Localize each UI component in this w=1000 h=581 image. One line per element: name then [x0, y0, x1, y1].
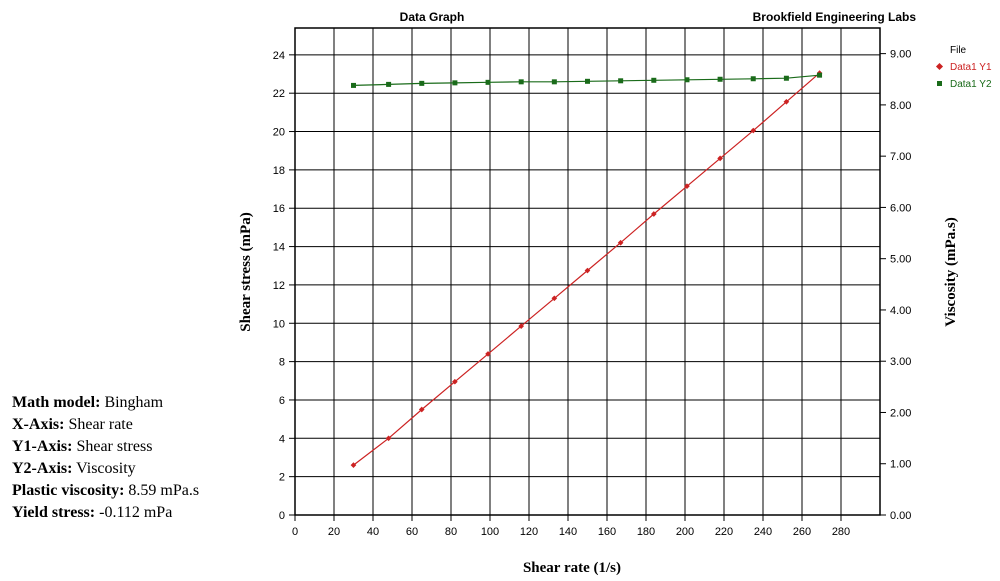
x-tick-label: 200 — [676, 526, 694, 538]
legend-entry-y1: Data1 Y1 — [950, 62, 992, 73]
y2-tick-label: 9.00 — [890, 49, 911, 61]
y1-tick-label: 12 — [273, 280, 285, 292]
y2-tick-label: 8.00 — [890, 100, 911, 112]
y1-axis-label: Shear stress (mPa) — [238, 212, 254, 331]
x-tick-label: 120 — [520, 526, 538, 538]
legend-marker-y2 — [937, 81, 942, 86]
series-2-point — [717, 76, 723, 82]
x-axis-line: X-Axis: Shear rate — [12, 414, 199, 436]
y2-axis-info-label: Y2-Axis: — [12, 460, 73, 477]
series-2-point — [684, 77, 690, 83]
y1-tick-label: 8 — [279, 357, 285, 369]
series-2-point — [452, 80, 458, 86]
legend: File Data1 Y1 Data1 Y2 — [935, 45, 992, 90]
series-1-point — [617, 239, 624, 246]
x-tick-label: 80 — [445, 526, 457, 538]
yield-stress-label: Yield stress: — [12, 504, 96, 521]
y1-axis-info-value: Shear stress — [72, 438, 153, 455]
y2-axis-label: Viscosity (mPa.s) — [943, 217, 959, 326]
chart-subtitle: Brookfield Engineering Labs — [753, 10, 917, 24]
x-tick-label: 240 — [754, 526, 772, 538]
y1-tick-label: 6 — [279, 395, 285, 407]
series-1-point — [418, 406, 425, 413]
x-tick-label: 40 — [367, 526, 379, 538]
plot-frame — [294, 27, 881, 516]
x-tick-label: 220 — [715, 526, 733, 538]
x-tick-label: 260 — [793, 526, 811, 538]
y2-axis-ticks: 0.00 1.00 2.00 3.00 4.00 5.00 6.00 7.00 8.00 9.00 — [880, 49, 911, 522]
series-2-point — [618, 78, 624, 84]
y2-axis-info-value: Viscosity — [72, 460, 136, 477]
y2-axis-line: Y2-Axis: Viscosity — [12, 458, 199, 480]
y1-tick-label: 20 — [273, 127, 285, 139]
math-model-value: Bingham — [100, 394, 164, 411]
y1-tick-label: 2 — [279, 472, 285, 484]
y1-tick-label: 0 — [279, 510, 285, 522]
y1-tick-label: 24 — [273, 50, 285, 62]
x-tick-label: 20 — [328, 526, 340, 538]
y2-tick-label: 0.00 — [890, 510, 911, 522]
x-tick-label: 180 — [637, 526, 655, 538]
series-2-point — [419, 80, 425, 86]
legend-title: File — [950, 45, 967, 56]
y1-tick-label: 14 — [273, 242, 285, 254]
series-2-point — [750, 76, 756, 82]
chart-title: Data Graph — [400, 10, 465, 24]
series-2-point — [386, 81, 392, 87]
series-1-point — [684, 183, 690, 189]
y1-tick-label: 4 — [279, 433, 285, 445]
y1-axis-line: Y1-Axis: Shear stress — [12, 436, 199, 458]
x-axis-info-value: Shear rate — [64, 416, 133, 433]
legend-entry-y2: Data1 Y2 — [950, 79, 992, 90]
series-2-point — [651, 77, 657, 83]
yield-stress-value: -0.112 mPa — [95, 504, 173, 521]
yield-stress-line: Yield stress: -0.112 mPa — [12, 502, 199, 524]
series-1-point — [452, 378, 458, 385]
series-2-point — [551, 79, 557, 85]
y1-axis-info-label: Y1-Axis: — [12, 438, 73, 455]
plastic-viscosity-line: Plastic viscosity: 8.59 mPa.s — [12, 480, 199, 502]
series-2-point — [485, 79, 491, 85]
plastic-viscosity-label: Plastic viscosity: — [12, 482, 125, 499]
y2-tick-label: 7.00 — [890, 151, 911, 163]
series-1-point — [350, 462, 357, 468]
legend-marker-y1 — [935, 62, 944, 71]
series-2-point — [817, 72, 823, 78]
y2-tick-label: 1.00 — [890, 459, 911, 471]
y1-tick-label: 18 — [273, 165, 285, 177]
y1-tick-label: 10 — [273, 318, 285, 330]
y2-tick-label: 2.00 — [890, 407, 911, 419]
math-model-label: Math model: — [12, 394, 101, 411]
x-tick-label: 280 — [832, 526, 850, 538]
x-axis-ticks: 0 20 40 60 80 100 120 140 160 180 200 220 240 260 280 — [292, 515, 850, 538]
x-tick-label: 160 — [598, 526, 616, 538]
y1-tick-label: 22 — [273, 88, 285, 100]
series-2-point — [518, 79, 524, 85]
y2-tick-label: 6.00 — [890, 202, 911, 214]
series-layer — [350, 70, 823, 468]
x-tick-label: 140 — [559, 526, 577, 538]
series-1-point — [385, 435, 392, 442]
y2-tick-label: 3.00 — [890, 356, 911, 368]
y2-tick-label: 4.00 — [890, 305, 911, 317]
x-axis-label: Shear rate (1/s) — [523, 560, 621, 576]
series-2-point — [351, 82, 356, 88]
x-tick-label: 0 — [292, 526, 298, 538]
grid-lines — [295, 28, 880, 515]
plastic-viscosity-value: 8.59 mPa.s — [124, 482, 200, 499]
series-1-point — [551, 295, 558, 302]
x-tick-label: 100 — [481, 526, 499, 538]
x-axis-info-label: X-Axis: — [12, 416, 65, 433]
x-tick-label: 60 — [406, 526, 418, 538]
y2-tick-label: 5.00 — [890, 254, 911, 266]
model-info-panel: Math model: Bingham X-Axis: Shear rate Y… — [12, 392, 199, 524]
series-2-point — [585, 78, 590, 84]
y1-tick-label: 16 — [273, 203, 285, 215]
math-model-line: Math model: Bingham — [12, 392, 199, 414]
series-2-point — [783, 75, 789, 81]
series-1-point — [485, 351, 491, 357]
